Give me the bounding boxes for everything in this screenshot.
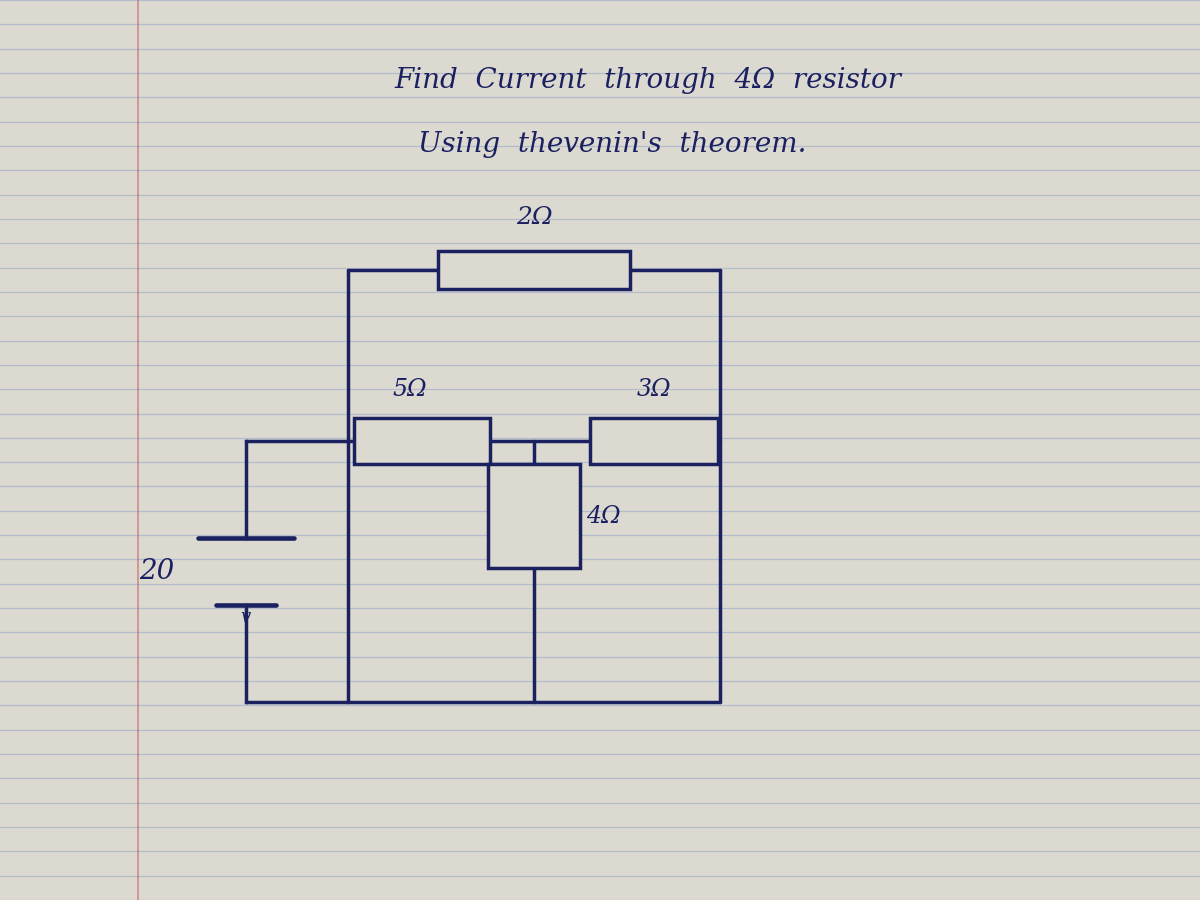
Text: 4Ω: 4Ω [586,505,620,527]
Bar [438,251,630,289]
Text: 3Ω: 3Ω [637,378,671,401]
Text: Using  thevenin's  theorem.: Using thevenin's theorem. [418,130,806,158]
Text: 5Ω: 5Ω [392,378,427,401]
Text: v: v [240,608,250,625]
Text: 20: 20 [139,558,174,585]
Text: 2Ω: 2Ω [516,205,552,229]
Bar [488,464,580,568]
Bar [354,418,490,464]
Bar [590,418,718,464]
Text: Find  Current  through  4Ω  resistor: Find Current through 4Ω resistor [395,68,901,94]
